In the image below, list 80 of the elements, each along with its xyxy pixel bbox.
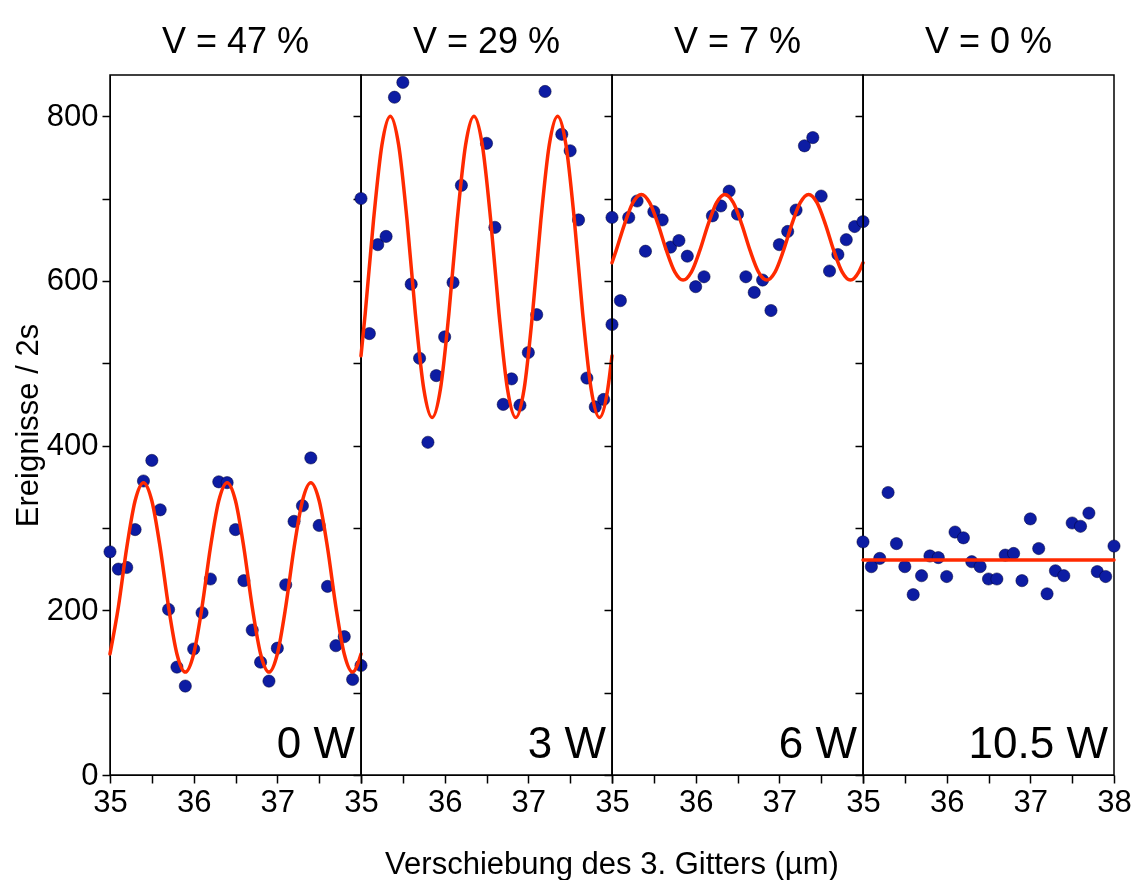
point xyxy=(1057,569,1071,583)
annotation: 0 W xyxy=(276,718,356,767)
point xyxy=(1107,539,1121,553)
point xyxy=(973,560,987,574)
y-axis-title: Ereignisse / 2s xyxy=(9,323,45,528)
point xyxy=(396,76,410,89)
point xyxy=(689,280,703,294)
chart-title: V = 0 % xyxy=(924,20,1053,61)
point xyxy=(1082,506,1096,520)
point xyxy=(329,639,343,653)
x-tick-label: 37 xyxy=(1013,783,1049,819)
x-tick-label: 35 xyxy=(344,783,379,819)
point xyxy=(1023,512,1037,526)
x-tick-label: 36 xyxy=(678,783,714,819)
point xyxy=(388,90,401,104)
point xyxy=(371,238,385,252)
annotation: 10.5 W xyxy=(968,718,1109,767)
point xyxy=(672,234,686,247)
point xyxy=(178,679,192,693)
point xyxy=(1015,574,1029,588)
point xyxy=(304,451,318,465)
point xyxy=(496,398,510,411)
point xyxy=(613,294,627,308)
point xyxy=(856,535,870,549)
point xyxy=(639,244,652,258)
point xyxy=(1040,587,1054,601)
chart-title: V = 7 % xyxy=(673,20,802,61)
point xyxy=(1032,542,1046,555)
point xyxy=(739,270,753,284)
y-tick-label: 400 xyxy=(46,427,99,463)
x-tick-label: 36 xyxy=(176,783,212,819)
point xyxy=(747,286,761,299)
point xyxy=(898,560,912,574)
x-tick-label: 35 xyxy=(595,783,630,819)
y-tick-label: 800 xyxy=(46,97,99,133)
x-tick-label: 36 xyxy=(427,783,463,819)
point xyxy=(1074,519,1087,533)
point xyxy=(103,545,117,559)
point xyxy=(680,249,694,263)
point xyxy=(346,673,360,686)
chart-title: V = 29 % xyxy=(412,20,561,61)
point xyxy=(262,674,276,688)
point xyxy=(990,572,1004,586)
point xyxy=(354,192,368,205)
x-tick-label: 37 xyxy=(511,783,547,819)
x-axis-title: Verschiebung des 3. Gitters (µm) xyxy=(384,846,840,880)
x-tick-label: 36 xyxy=(929,783,965,819)
point xyxy=(379,230,393,243)
x-tick-label: 38 xyxy=(1097,783,1132,819)
point xyxy=(823,264,836,278)
point xyxy=(957,531,970,545)
point xyxy=(940,570,954,583)
point xyxy=(798,139,811,153)
point xyxy=(856,215,870,228)
point xyxy=(764,304,778,317)
x-tick-label: 37 xyxy=(762,783,798,819)
point xyxy=(605,211,619,224)
annotation: 6 W xyxy=(778,718,858,767)
point xyxy=(890,537,903,550)
point xyxy=(906,588,920,602)
point xyxy=(1099,570,1113,583)
point xyxy=(1007,547,1020,560)
point xyxy=(145,454,159,467)
point xyxy=(881,486,895,499)
point xyxy=(806,131,820,144)
x-tick-label: 37 xyxy=(260,783,296,819)
point xyxy=(153,503,167,517)
y-tick-label: 600 xyxy=(46,262,99,298)
point xyxy=(915,569,928,583)
point xyxy=(697,270,711,284)
point xyxy=(814,189,828,203)
point xyxy=(538,85,552,98)
x-tick-label: 35 xyxy=(93,783,128,819)
annotation: 3 W xyxy=(527,718,607,767)
point xyxy=(605,318,619,331)
point xyxy=(421,435,435,449)
x-tick-label: 35 xyxy=(846,783,881,819)
y-tick-label: 200 xyxy=(46,591,99,627)
chart-title: V = 47 % xyxy=(161,20,310,61)
point xyxy=(839,233,853,247)
